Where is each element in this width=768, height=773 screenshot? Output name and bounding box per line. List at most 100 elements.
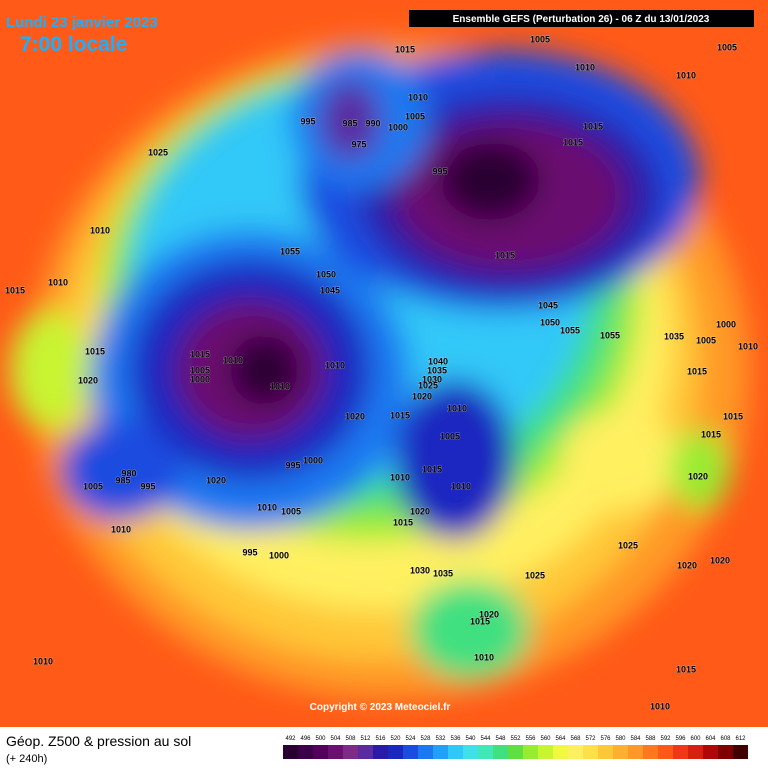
isobar-label: 975	[351, 139, 366, 149]
scale-label: 508	[345, 736, 356, 742]
isobar-label: 995	[300, 116, 315, 126]
isobar-label: 995	[242, 547, 257, 557]
isobar-label: 1015	[723, 411, 743, 421]
isobar-label: 1005	[405, 111, 425, 121]
isobar-label: 1055	[280, 246, 300, 256]
isobar-label: 1020	[412, 391, 432, 401]
isobar-label: 1010	[474, 652, 494, 662]
scale-cell	[433, 745, 448, 759]
scale-cell	[688, 745, 703, 759]
isobar-label: 1030	[422, 374, 442, 384]
scale-cell	[298, 745, 313, 759]
model-info: Ensemble GEFS (Perturbation 26) - 06 Z d…	[453, 14, 710, 25]
isobar-label: 980	[121, 468, 136, 478]
isobar-label: 1020	[410, 506, 430, 516]
scale-label: 520	[390, 736, 401, 742]
isobar-label: 1015	[470, 616, 490, 626]
copyright: Copyright © 2023 Meteociel.fr	[310, 702, 451, 713]
scale-cell	[613, 745, 628, 759]
scale-label: 548	[495, 736, 506, 742]
scale-label: 536	[450, 736, 461, 742]
scale-cell	[718, 745, 733, 759]
isobar-label: 1010	[48, 277, 68, 287]
scale-label: 556	[525, 736, 536, 742]
scale-label: 580	[615, 736, 626, 742]
isobar-label: 1015	[190, 349, 210, 359]
isobar-label: 1015	[563, 137, 583, 147]
isobar-label: 1020	[688, 471, 708, 481]
isobar-label: 1010	[575, 62, 595, 72]
isobar-label: 1005	[717, 42, 737, 52]
scale-cell	[658, 745, 673, 759]
scale-cell	[568, 745, 583, 759]
isobar-label: 1010	[650, 701, 670, 711]
scale-cell	[643, 745, 658, 759]
isobar-label: 1015	[393, 517, 413, 527]
isobar-label: 1015	[701, 429, 721, 439]
scale-label: 496	[300, 736, 311, 742]
isobar-label: 1035	[433, 568, 453, 578]
scale-label: 500	[315, 736, 326, 742]
scale-cell	[418, 745, 433, 759]
isobar-label: 1050	[316, 269, 336, 279]
scale-label: 592	[660, 736, 671, 742]
scale-cell	[598, 745, 613, 759]
footer-title: Géop. Z500 & pression au sol	[6, 733, 191, 749]
isobar-label: 1010	[90, 225, 110, 235]
isobar-label: 1010	[257, 502, 277, 512]
isobar-label: 1015	[85, 346, 105, 356]
isobar-label: 1015	[390, 410, 410, 420]
scale-cell	[583, 745, 598, 759]
isobar-label: 1020	[78, 375, 98, 385]
isobar-label: 1020	[206, 475, 226, 485]
isobar-label: 1010	[270, 381, 290, 391]
isobar-label: 995	[432, 166, 447, 176]
isobar-label: 1025	[148, 147, 168, 157]
scale-label: 584	[630, 736, 641, 742]
isobar-label: 1015	[395, 44, 415, 54]
isobar-label: 1005	[440, 431, 460, 441]
date: Lundi 23 janvier 2023	[6, 14, 158, 31]
scale-label: 512	[360, 736, 371, 742]
isobar-label: 1045	[320, 285, 340, 295]
scale-label: 532	[435, 736, 446, 742]
field	[0, 0, 768, 727]
scale-cell	[388, 745, 403, 759]
scale-label: 564	[555, 736, 566, 742]
isobar-label: 1025	[618, 540, 638, 550]
isobar-label: 1010	[451, 481, 471, 491]
scale-label: 604	[705, 736, 716, 742]
isobar-label: 1000	[269, 550, 289, 560]
isobar-label: 1015	[687, 366, 707, 376]
isobar-label: 995	[140, 481, 155, 491]
isobar-label: 1000	[716, 319, 736, 329]
isobar-label: 1010	[325, 360, 345, 370]
scale-cell	[448, 745, 463, 759]
scale-cell	[703, 745, 718, 759]
isobar-label: 1005	[530, 34, 550, 44]
scale-cell	[733, 745, 748, 759]
scale-label: 612	[735, 736, 746, 742]
scale-label: 576	[600, 736, 611, 742]
scale-cell	[463, 745, 478, 759]
isobar-label: 1035	[664, 331, 684, 341]
scale-cell	[478, 745, 493, 759]
isobar-label: 1020	[479, 609, 499, 619]
isobar-label: 1020	[710, 555, 730, 565]
scale-cell	[553, 745, 568, 759]
isobar-label: 1010	[738, 341, 758, 351]
isobar-label: 1005	[83, 481, 103, 491]
isobar-label: 1015	[495, 250, 515, 260]
isobar-label: 1005	[190, 365, 210, 375]
scale-cell	[493, 745, 508, 759]
scale-label: 572	[585, 736, 596, 742]
scale-label: 588	[645, 736, 656, 742]
scale-label: 608	[720, 736, 731, 742]
scale-cell	[358, 745, 373, 759]
isobar-label: 1040	[428, 356, 448, 366]
isobar-label: 1015	[422, 464, 442, 474]
isobar-label: 1015	[676, 664, 696, 674]
scale-cell	[673, 745, 688, 759]
isobar-label: 1010	[676, 70, 696, 80]
